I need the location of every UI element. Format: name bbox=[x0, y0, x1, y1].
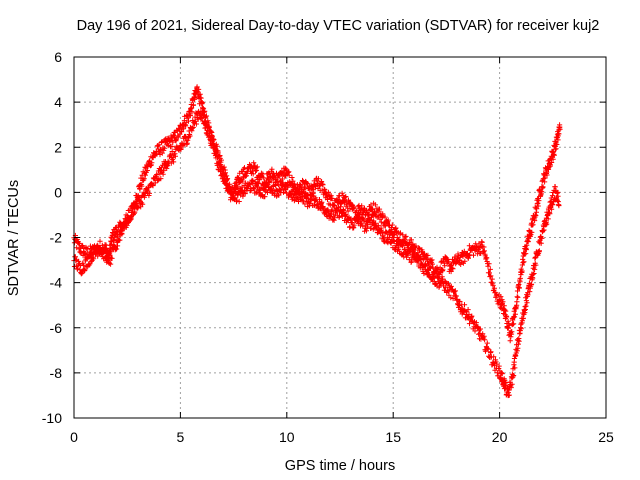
y-tick-label: 6 bbox=[54, 49, 62, 65]
y-tick-label: 2 bbox=[54, 139, 62, 155]
y-tick-label: -2 bbox=[50, 230, 63, 246]
data-points bbox=[71, 84, 563, 399]
y-tick-label: -4 bbox=[50, 275, 63, 291]
x-tick-label: 0 bbox=[70, 429, 78, 445]
series-upper-trace bbox=[71, 84, 563, 344]
x-tick-label: 15 bbox=[385, 429, 401, 445]
x-tick-label: 5 bbox=[177, 429, 185, 445]
x-axis-label: GPS time / hours bbox=[285, 458, 395, 474]
x-tick-label: 25 bbox=[598, 429, 614, 445]
data-markers bbox=[71, 108, 562, 399]
data-markers bbox=[71, 84, 563, 344]
y-tick-label: -6 bbox=[50, 320, 63, 336]
y-axis-label: SDTVAR / TECUs bbox=[6, 180, 22, 296]
chart-title: Day 196 of 2021, Sidereal Day-to-day VTE… bbox=[77, 18, 600, 34]
x-tick-labels: 0 5 10 15 20 25 bbox=[70, 429, 614, 445]
x-tick-label: 20 bbox=[492, 429, 508, 445]
series-lower-trace bbox=[71, 108, 562, 399]
y-tick-label: 0 bbox=[54, 184, 62, 200]
axis-ticks bbox=[73, 56, 607, 419]
grid-lines bbox=[74, 57, 606, 418]
y-tick-label: -8 bbox=[50, 365, 63, 381]
y-tick-labels: -10 -8 -6 -4 -2 0 2 4 6 bbox=[42, 49, 62, 426]
y-tick-label: 4 bbox=[54, 94, 62, 110]
x-tick-label: 10 bbox=[279, 429, 295, 445]
y-tick-label: -10 bbox=[42, 410, 62, 426]
